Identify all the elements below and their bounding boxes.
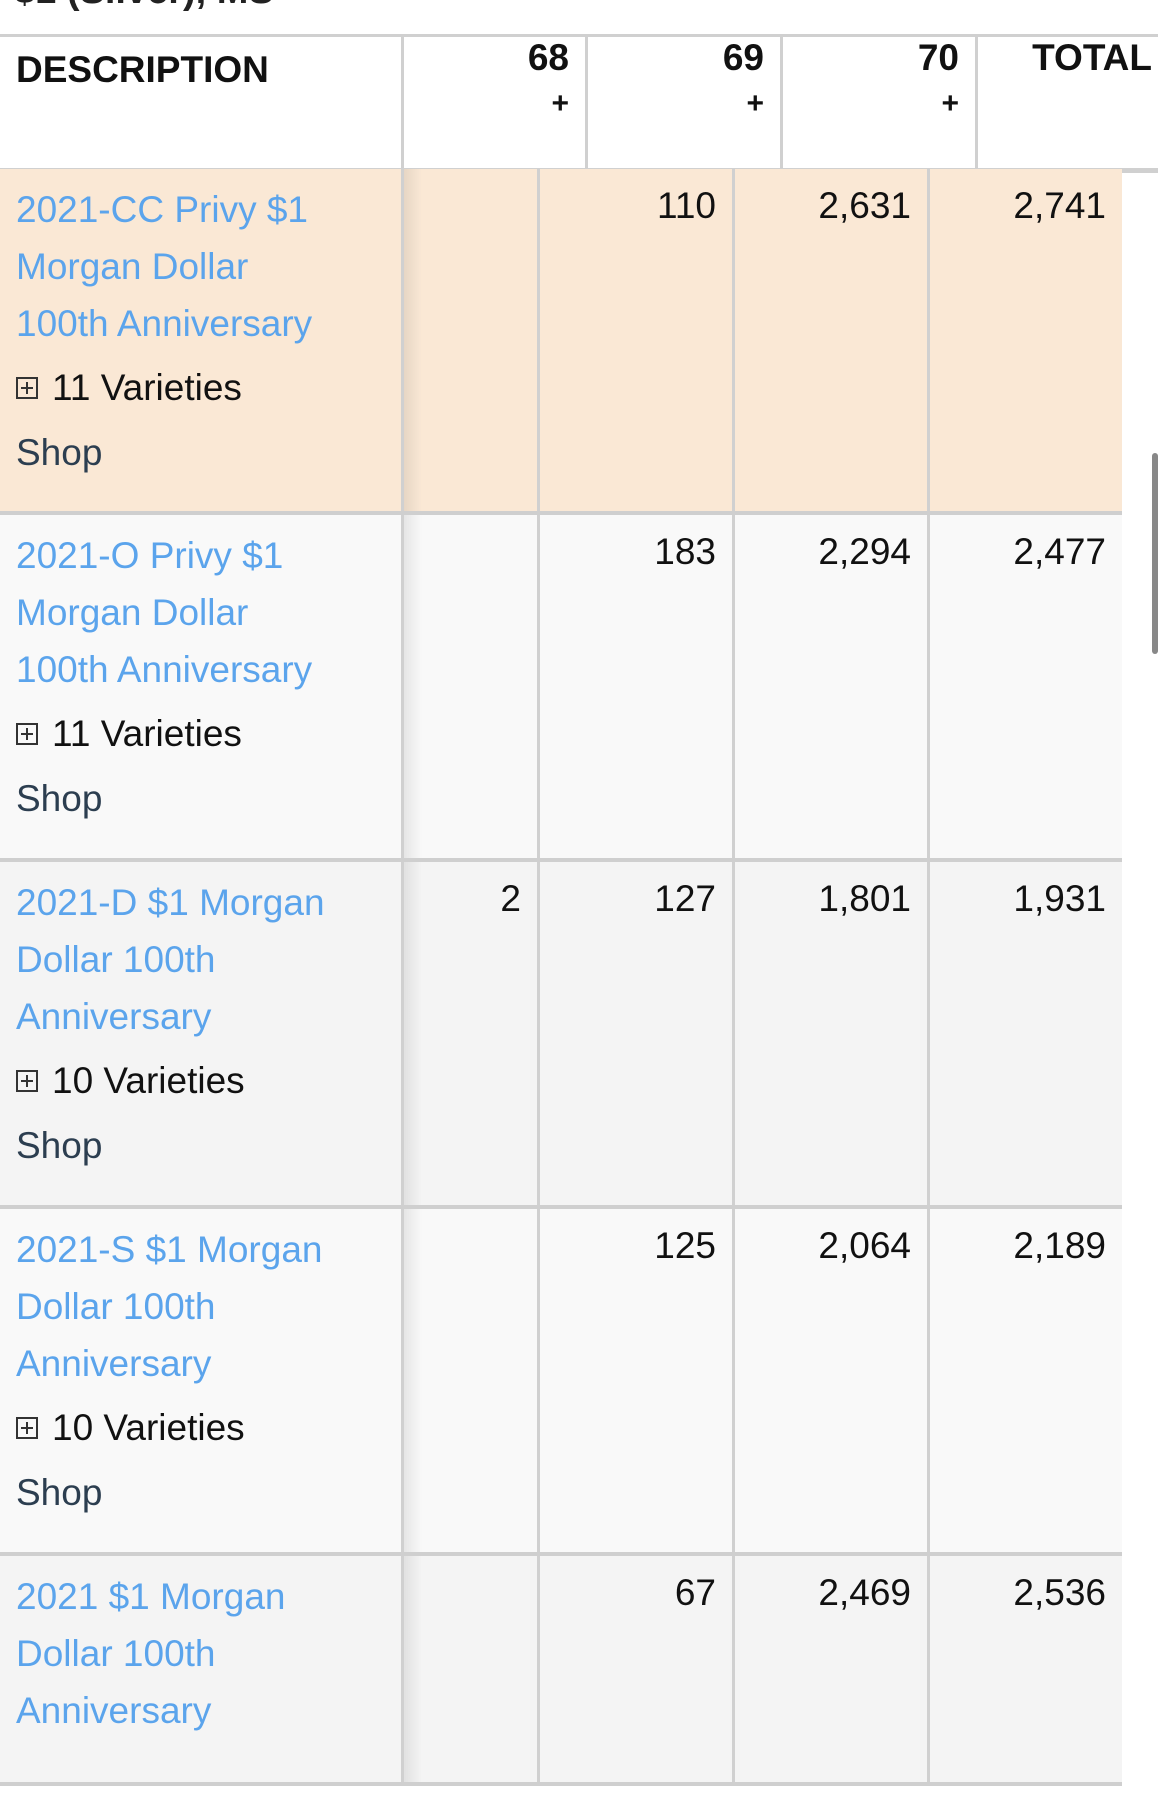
coin-link-line: Dollar 100th bbox=[16, 939, 216, 980]
population-c68: 2 bbox=[500, 878, 521, 919]
header-grade-70[interactable]: 70 + bbox=[780, 37, 975, 168]
coin-link-line: Dollar 100th bbox=[16, 1286, 216, 1327]
population-total: 2,741 bbox=[927, 169, 1122, 511]
header-grade-68[interactable]: 68 + bbox=[404, 37, 585, 168]
expand-plus-icon bbox=[16, 377, 38, 399]
varieties-toggle[interactable]: 10 Varieties bbox=[16, 1406, 385, 1450]
varieties-toggle[interactable]: 11 Varieties bbox=[16, 366, 385, 410]
header-total[interactable]: TOTAL bbox=[975, 37, 1158, 168]
shop-link[interactable]: Shop bbox=[16, 1472, 103, 1513]
population-total: 2,477 bbox=[927, 515, 1122, 858]
coin-link-line: 2021-D $1 Morgan bbox=[16, 882, 325, 923]
expand-plus-icon bbox=[16, 1417, 38, 1439]
sticky-column-shadow bbox=[404, 515, 422, 858]
description-cell: 2021 $1 Morgan Dollar 100th Anniversary bbox=[0, 1556, 404, 1782]
population-c68 bbox=[404, 515, 537, 858]
coin-link-line: 2021-S $1 Morgan bbox=[16, 1229, 323, 1270]
coin-link-line: Dollar 100th bbox=[16, 1633, 216, 1674]
coin-link[interactable]: 2021 $1 Morgan Dollar 100th Anniversary bbox=[16, 1568, 385, 1739]
description-cell: 2021-CC Privy $1 Morgan Dollar 100th Anniv… bbox=[0, 169, 404, 511]
table-row: 2021-S $1 Morgan Dollar 100th Anniversary 1… bbox=[0, 1209, 1122, 1556]
population-total: 2,536 bbox=[927, 1556, 1122, 1782]
coin-link[interactable]: 2021-D $1 Morgan Dollar 100th Anniversary bbox=[16, 874, 385, 1045]
table-row: 2021-D $1 Morgan Dollar 100th Anniversary 1… bbox=[0, 862, 1122, 1209]
population-c69: 110 bbox=[537, 169, 732, 511]
coin-link-line: Morgan Dollar bbox=[16, 592, 249, 633]
sticky-column-shadow bbox=[404, 169, 422, 511]
population-total: 2,189 bbox=[927, 1209, 1122, 1552]
table-row: 2021-CC Privy $1 Morgan Dollar 100th Anniv… bbox=[0, 169, 1122, 515]
coin-link-line: Anniversary bbox=[16, 1343, 212, 1384]
varieties-label: 10 Varieties bbox=[52, 1407, 245, 1448]
shop-link[interactable]: Shop bbox=[16, 1125, 103, 1166]
population-c69: 183 bbox=[537, 515, 732, 858]
table-row: 2021-O Privy $1 Morgan Dollar 100th Annive… bbox=[0, 515, 1122, 862]
sticky-column-shadow bbox=[404, 862, 422, 1205]
varieties-label: 10 Varieties bbox=[52, 1060, 245, 1101]
coin-link-line: 100th Anniversary bbox=[16, 649, 313, 690]
header-description[interactable]: DESCRIPTION bbox=[0, 37, 404, 168]
coin-link-line: 2021 $1 Morgan bbox=[16, 1576, 286, 1617]
coin-link-line: Morgan Dollar bbox=[16, 246, 249, 287]
population-c70: 1,801 bbox=[732, 862, 927, 1205]
table-header: DESCRIPTION 68 + 69 + 70 + TOTAL bbox=[0, 34, 1158, 173]
shop-link[interactable]: Shop bbox=[16, 432, 103, 473]
population-c70: 2,631 bbox=[732, 169, 927, 511]
description-cell: 2021-O Privy $1 Morgan Dollar 100th Annive… bbox=[0, 515, 404, 858]
coin-link-line: 100th Anniversary bbox=[16, 303, 313, 344]
population-c70: 2,469 bbox=[732, 1556, 927, 1782]
sticky-column-shadow bbox=[404, 1556, 422, 1782]
description-cell: 2021-S $1 Morgan Dollar 100th Anniversary 1… bbox=[0, 1209, 404, 1552]
plus-label: + bbox=[746, 87, 764, 120]
population-c69: 127 bbox=[537, 862, 732, 1205]
coin-link-line: Anniversary bbox=[16, 996, 212, 1037]
population-c69: 125 bbox=[537, 1209, 732, 1552]
coin-link-line: 2021-O Privy $1 bbox=[16, 535, 284, 576]
population-c70: 2,294 bbox=[732, 515, 927, 858]
varieties-toggle[interactable]: 10 Varieties bbox=[16, 1059, 385, 1103]
sticky-column-shadow bbox=[404, 1209, 422, 1552]
population-c68 bbox=[404, 169, 537, 511]
header-grade-label: 68 bbox=[527, 37, 569, 78]
header-grade-label: 70 bbox=[917, 37, 959, 78]
population-c69: 67 bbox=[537, 1556, 732, 1782]
population-c68 bbox=[404, 1209, 537, 1552]
expand-plus-icon bbox=[16, 723, 38, 745]
header-grade-label: 69 bbox=[722, 37, 764, 78]
table-row: 2021 $1 Morgan Dollar 100th Anniversary 67 2… bbox=[0, 1556, 1122, 1786]
population-c68 bbox=[404, 1556, 537, 1782]
population-c70: 2,064 bbox=[732, 1209, 927, 1552]
description-cell: 2021-D $1 Morgan Dollar 100th Anniversary 1… bbox=[0, 862, 404, 1205]
coin-link-line: Anniversary bbox=[16, 1690, 212, 1731]
scrollbar[interactable] bbox=[1152, 453, 1158, 654]
coin-link[interactable]: 2021-S $1 Morgan Dollar 100th Anniversary bbox=[16, 1221, 385, 1392]
varieties-toggle[interactable]: 11 Varieties bbox=[16, 712, 385, 756]
coin-link[interactable]: 2021-O Privy $1 Morgan Dollar 100th Annive… bbox=[16, 527, 385, 698]
section-title: $1 (Silver), MS bbox=[14, 0, 274, 13]
coin-link[interactable]: 2021-CC Privy $1 Morgan Dollar 100th Anniv… bbox=[16, 181, 385, 352]
header-grade-69[interactable]: 69 + bbox=[585, 37, 780, 168]
coin-link-line: 2021-CC Privy $1 bbox=[16, 189, 309, 230]
varieties-label: 11 Varieties bbox=[52, 713, 242, 754]
expand-plus-icon bbox=[16, 1070, 38, 1092]
plus-label: + bbox=[551, 87, 569, 120]
population-total: 1,931 bbox=[927, 862, 1122, 1205]
plus-label: + bbox=[941, 87, 959, 120]
varieties-label: 11 Varieties bbox=[52, 367, 242, 408]
shop-link[interactable]: Shop bbox=[16, 778, 103, 819]
